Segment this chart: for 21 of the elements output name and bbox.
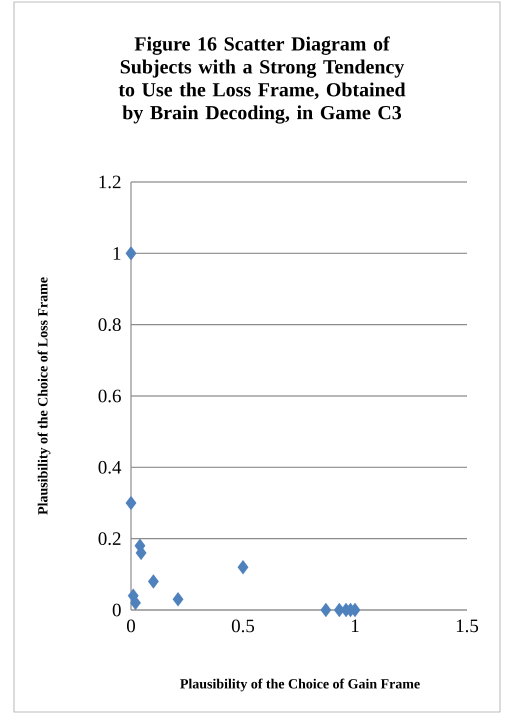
point bbox=[148, 574, 159, 589]
chart-title: Figure 16 Scatter Diagram of Subjects with a Strong Tendency to Use the Loss Frame, Obtained by Brain Decoding, in Game C3 bbox=[118, 36, 406, 124]
y-tick-label: 0.6 bbox=[98, 390, 121, 402]
point bbox=[126, 496, 136, 510]
x-tick-label: 0 bbox=[126, 620, 136, 632]
y-tick-label: 1.2 bbox=[99, 176, 120, 188]
y-tick-label: 0.4 bbox=[98, 460, 122, 474]
y-axis-title: Plausibility of the Choice of Loss Frame bbox=[38, 277, 50, 515]
y-tick-label: 0 bbox=[112, 604, 121, 616]
point bbox=[130, 596, 141, 610]
point bbox=[126, 246, 136, 261]
y-tick-label: 0.2 bbox=[98, 532, 120, 546]
point bbox=[172, 592, 184, 606]
x-axis-title: Plausibility of the Choice of Gain Frame bbox=[180, 678, 420, 692]
x-tick-label: 1.5 bbox=[456, 620, 478, 632]
point bbox=[320, 602, 332, 618]
x-tick-label: 1 bbox=[352, 620, 359, 632]
x-tick-label: 0.5 bbox=[232, 620, 254, 632]
y-tick-label: 0.8 bbox=[98, 318, 121, 332]
y-tick-label: 1 bbox=[114, 247, 120, 260]
point bbox=[238, 560, 248, 574]
